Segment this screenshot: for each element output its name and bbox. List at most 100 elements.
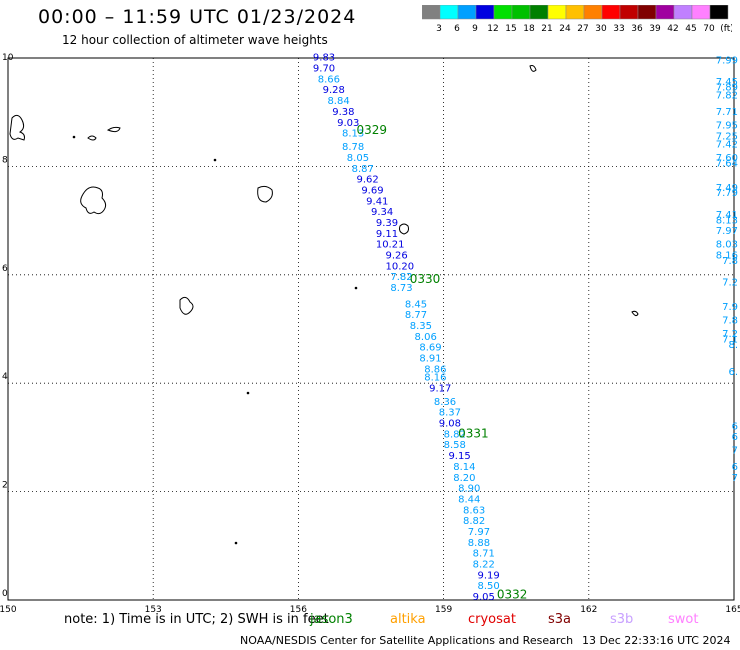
wave-height-value: 8.69: [419, 343, 441, 354]
wave-height-value: 8.73: [390, 283, 412, 294]
wave-height-value: 7.82: [390, 272, 412, 283]
wave-height-value: 8.36: [434, 397, 456, 408]
wave-height-value: 9.70: [313, 64, 335, 75]
wave-height-value: 8.16: [424, 372, 446, 383]
islet-marker: [234, 541, 238, 545]
wave-height-value: 8.82: [463, 516, 485, 527]
wave-height-value: 6: [732, 421, 738, 432]
x-tick-label: 153: [145, 605, 162, 615]
page-subtitle: 12 hour collection of altimeter wave hei…: [62, 33, 328, 47]
wave-height-value: 7.95: [716, 120, 738, 131]
wave-height-value: 8.13: [342, 129, 364, 140]
wave-height-value: 8.87: [352, 164, 374, 175]
island-outline: [80, 186, 107, 215]
wave-height-value: 7.79: [716, 188, 738, 199]
wave-height-value: 9.28: [323, 85, 345, 96]
pass-time-label: 0331: [458, 426, 489, 440]
wave-height-value: 7.25: [716, 131, 738, 142]
y-tick-label: 10: [2, 53, 14, 63]
wave-height-value: 7.99: [716, 55, 738, 66]
y-tick-label: 0: [2, 589, 8, 599]
colorbar-label: 27: [577, 24, 588, 34]
wave-height-value: 7.41: [716, 210, 738, 221]
mission-label: altika: [390, 612, 426, 627]
map-frame: [7, 57, 735, 601]
wave-height-value: 6: [732, 462, 738, 473]
island-outline: [9, 114, 25, 141]
wave-height-value: 8.84: [327, 96, 349, 107]
wave-height-value: 9.08: [439, 419, 461, 430]
footer-credit: NOAA/NESDIS Center for Satellite Applica…: [240, 634, 574, 647]
colorbar-label: (ft): [720, 24, 732, 34]
wave-height-value: 8.90: [458, 484, 480, 495]
wave-height-value: 7: [732, 473, 738, 484]
wave-height-value: 7.1: [722, 335, 738, 346]
wave-height-value: 9.38: [332, 107, 354, 118]
wave-height-value: 8.05: [347, 153, 369, 164]
colorbar-label: 18: [523, 24, 535, 34]
wave-height-value: 8.03: [716, 240, 738, 251]
pass-time-label: 0332: [497, 587, 528, 601]
colorbar-label: 42: [667, 24, 678, 34]
colorbar-label: 12: [487, 24, 498, 34]
colorbar-label: 3: [436, 24, 442, 34]
y-tick-label: 6: [2, 264, 8, 274]
wave-height-value: 7.8: [722, 256, 738, 267]
wave-height-value: 7.97: [716, 226, 738, 237]
x-tick-label: 159: [435, 605, 452, 615]
island-outline: [631, 310, 639, 317]
wave-height-value: 8.63: [463, 505, 485, 516]
x-tick-label: 150: [0, 605, 17, 615]
wave-height-value: 9.39: [376, 218, 398, 229]
wave-height-value: 7.97: [468, 527, 490, 538]
wave-height-value: 8.82: [444, 429, 466, 440]
y-tick-label: 4: [2, 372, 8, 382]
wave-height-value: 7.89: [716, 83, 738, 94]
wave-height-value: 7.2: [722, 278, 738, 289]
island-outline: [529, 65, 537, 72]
wave-height-value: 9.26: [386, 251, 408, 262]
colorbar-label: 33: [613, 24, 624, 34]
wave-height-value: 9.15: [448, 451, 470, 462]
wave-height-value: 9.19: [477, 570, 499, 581]
colorbar-label: 21: [541, 24, 552, 34]
wave-height-value: 8.35: [410, 321, 432, 332]
wave-height-value: 10.20: [386, 261, 415, 272]
island-outline: [87, 126, 121, 141]
wave-height-value: 7.60: [716, 153, 738, 164]
wave-height-value: 7.9: [722, 302, 738, 313]
wave-height-value: 8.22: [473, 559, 495, 570]
mission-label: jason3: [310, 612, 353, 627]
colorbar-label: 36: [631, 24, 643, 34]
wave-height-value: 6.: [728, 367, 738, 378]
wave-height-value: 8.44: [458, 494, 480, 505]
wave-height-value: 8.: [728, 340, 738, 351]
wave-height-value: 7.2: [722, 329, 738, 340]
y-tick-label: 8: [2, 155, 8, 165]
wave-height-value: 8.77: [405, 310, 427, 321]
wave-height-value: 8.37: [439, 408, 461, 419]
y-tick-label: 2: [2, 481, 8, 491]
x-tick-label: 165: [725, 605, 740, 615]
wave-height-value: 8.06: [415, 332, 437, 343]
wave-height-value: 8.45: [405, 299, 427, 310]
wave-height-value: 9.83: [313, 53, 335, 64]
wave-height-value: 10.21: [376, 240, 405, 251]
mission-label: cryosat: [468, 612, 516, 627]
islet-marker: [72, 135, 76, 139]
colorbar-label: 45: [685, 24, 696, 34]
islet-marker: [354, 286, 358, 290]
colorbar-label: 15: [505, 24, 516, 34]
units-note: note: 1) Time is in UTC; 2) SWH is in fe…: [64, 612, 329, 627]
pass-time-label: 0329: [356, 123, 387, 137]
page-title: 00:00 – 11:59 UTC 01/23/2024: [38, 6, 357, 28]
mission-label: s3b: [610, 612, 634, 627]
colorbar-label: 6: [454, 24, 460, 34]
colorbar-label: 30: [595, 24, 607, 34]
wave-height-value: 7.82: [716, 91, 738, 102]
island-outline: [257, 185, 273, 203]
islet-marker: [246, 391, 250, 395]
wave-height-value: 7.45: [716, 77, 738, 88]
island-outline: [399, 223, 409, 235]
